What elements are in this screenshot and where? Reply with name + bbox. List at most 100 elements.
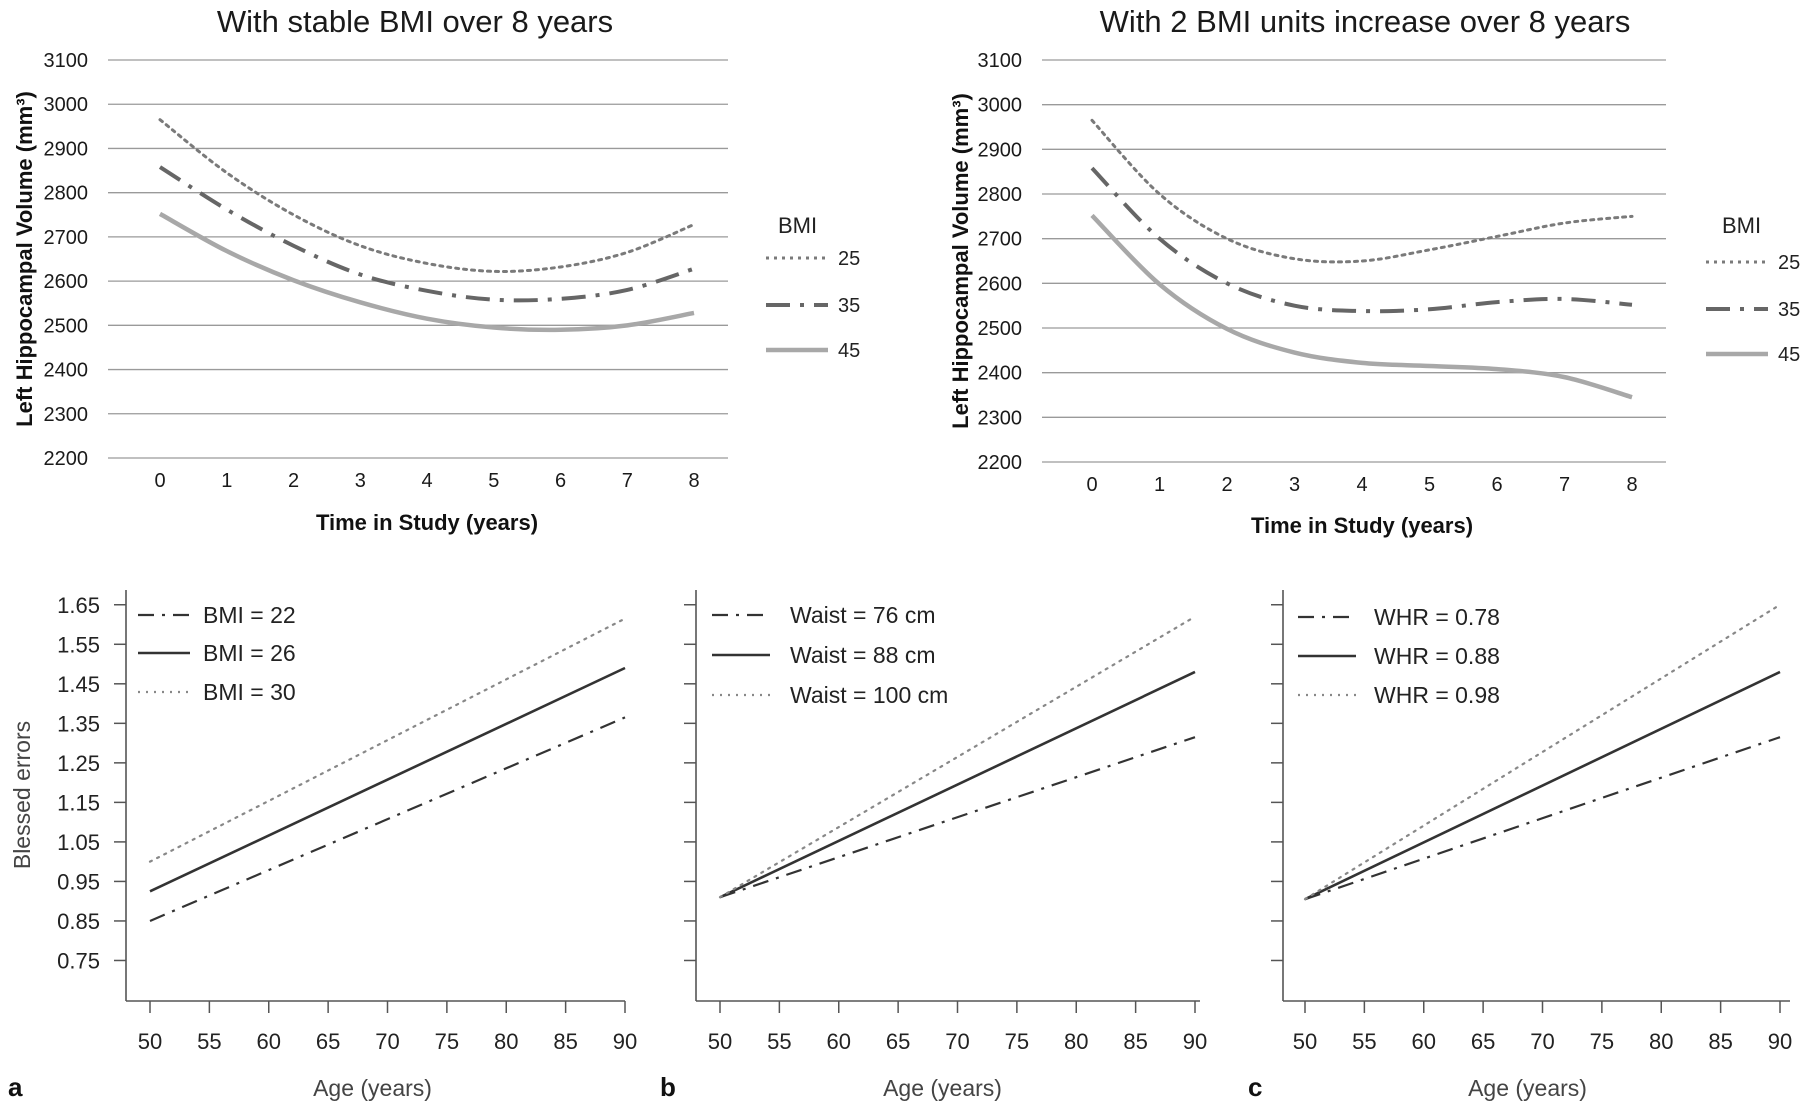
x-tick-label: 65 [316,1029,340,1054]
x-tick-label: 4 [421,470,432,492]
x-tick-label: 1 [221,470,232,492]
series-line [149,716,626,922]
chart-top-right: With 2 BMI units increase over 8 years22… [948,4,1800,538]
y-tick-label: 2500 [978,318,1023,340]
x-tick-label: 2 [1221,474,1232,496]
series-line-bmi-35 [1090,166,1633,314]
x-axis-label: Time in Study (years) [1251,513,1473,538]
x-tick-label: 75 [1005,1029,1029,1054]
x-tick-label: 3 [355,470,366,492]
x-tick-label: 85 [553,1029,577,1054]
series-line [149,666,626,893]
y-tick-label: 3100 [978,50,1023,72]
x-tick-label: 80 [494,1029,518,1054]
y-tick-label: 2700 [978,229,1023,251]
x-tick-label: 55 [767,1029,791,1054]
y-tick-label: 2400 [978,363,1023,385]
y-tick-label: 2600 [44,271,89,293]
x-axis-label: Time in Study (years) [316,510,538,535]
series-line [1304,736,1781,901]
series-line-bmi-45 [158,211,695,333]
y-tick-label: 2800 [978,184,1023,206]
x-tick-label: 6 [1491,474,1502,496]
x-tick-label: 8 [1626,474,1637,496]
x-axis-label: Age (years) [313,1075,432,1101]
legend-label: BMI = 22 [203,602,296,628]
x-tick-label: 4 [1356,474,1367,496]
x-tick-label: 1 [1154,474,1165,496]
legend-label: BMI = 30 [203,679,296,705]
series-line [719,736,1196,899]
y-tick-label: 2200 [44,448,89,470]
y-tick-label: 2300 [44,404,89,426]
chart-panel-b: 50 55 60 65 70 75 80 85 90 Age (years) b Waist = 76… [660,590,1207,1102]
y-tick-label: 1.45 [57,672,100,697]
x-tick-label: 50 [1293,1029,1317,1054]
x-tick-label: 65 [886,1029,910,1054]
y-tick-label: 0.75 [57,948,100,973]
legend-label: 35 [838,295,860,317]
y-tick-label: 2900 [978,139,1023,161]
series-line-bmi-25 [158,118,696,273]
y-tick-label: 2800 [44,183,89,205]
legend-label: Waist = 76 cm [790,602,936,628]
y-tick-label: 0.95 [57,869,100,894]
x-tick-label: 6 [555,470,566,492]
x-tick-label: 85 [1123,1029,1147,1054]
x-tick-label: 90 [613,1029,637,1054]
x-tick-label: 90 [1768,1029,1792,1054]
legend-title: BMI [778,213,817,238]
x-tick-label: 60 [257,1029,281,1054]
series-line-bmi-35 [158,165,695,303]
y-tick-label: 1.35 [57,711,100,736]
chart-title: With stable BMI over 8 years [217,4,613,39]
x-tick-label: 70 [375,1029,399,1054]
legend-label: 25 [1778,252,1800,274]
x-tick-label: 60 [827,1029,851,1054]
x-tick-label: 85 [1708,1029,1732,1054]
x-tick-label: 75 [1590,1029,1614,1054]
chart-panel-c: 50 55 60 65 70 75 80 85 90 Age (years) c WHR = 0.78… [1248,590,1792,1102]
series-line [1304,670,1781,901]
x-tick-label: 5 [488,470,499,492]
x-axis-label: Age (years) [1468,1075,1587,1101]
y-tick-label: 3100 [44,50,89,72]
legend-label: 45 [838,340,860,362]
y-tick-label: 2200 [978,452,1023,474]
chart-title: With 2 BMI units increase over 8 years [1100,4,1631,39]
y-axis-label: Left Hippocampal Volume (mm³) [12,91,37,427]
y-tick-label: 1.15 [57,790,100,815]
legend-label: Waist = 100 cm [790,682,948,708]
panel-letter: a [8,1072,23,1102]
y-axis-label: Blessed errors [9,721,35,869]
y-tick-label: 2300 [978,407,1023,429]
legend-label: WHR = 0.88 [1374,643,1500,669]
y-axis-label: Left Hippocampal Volume (mm³) [948,93,973,429]
y-tick-label: 1.65 [57,593,100,618]
y-tick-label: 0.85 [57,909,100,934]
x-tick-label: 50 [708,1029,732,1054]
panel-letter: c [1248,1072,1262,1102]
series-line [148,617,627,863]
y-tick-label: 1.55 [57,632,100,657]
x-tick-label: 65 [1471,1029,1495,1054]
y-tick-label: 3000 [978,95,1023,117]
y-tick-label: 2900 [44,138,89,160]
x-tick-label: 7 [1559,474,1570,496]
y-tick-label: 1.05 [57,830,100,855]
y-tick-label: 1.25 [57,751,100,776]
y-tick-label: 3000 [44,94,89,116]
x-tick-label: 5 [1424,474,1435,496]
y-tick-label: 2700 [44,227,89,249]
legend-label: 25 [838,248,860,270]
x-axis-label: Age (years) [883,1075,1002,1101]
chart-top-left: With stable BMI over 8 years 2200 2300 2400… [12,4,860,535]
series-line [1303,603,1782,901]
legend-label: 35 [1778,299,1800,321]
x-tick-label: 90 [1183,1029,1207,1054]
legend-label: WHR = 0.78 [1374,604,1500,630]
legend-label: WHR = 0.98 [1374,682,1500,708]
x-tick-label: 70 [945,1029,969,1054]
x-tick-label: 80 [1649,1029,1673,1054]
